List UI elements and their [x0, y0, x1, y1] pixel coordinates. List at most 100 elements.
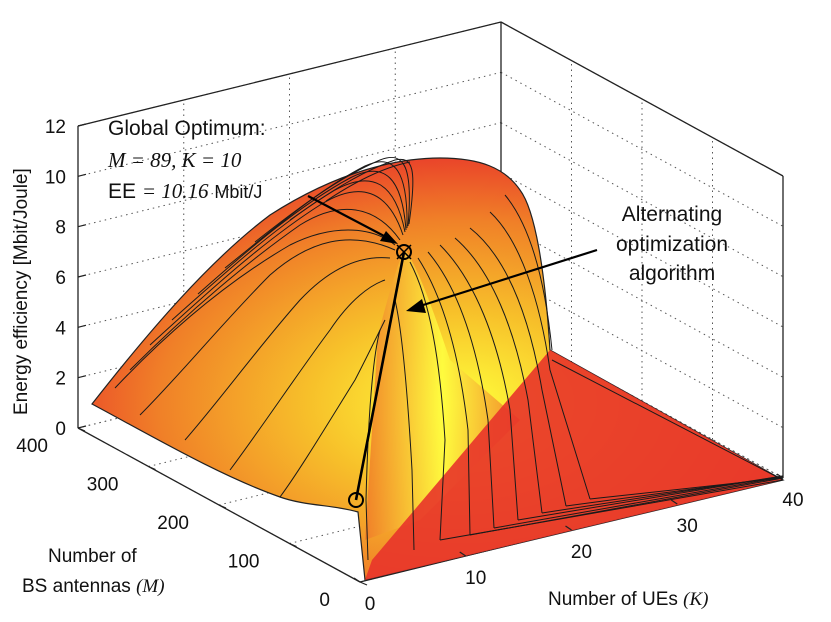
algorithm-label-line2: optimization [616, 233, 728, 256]
mesh-line [493, 476, 784, 529]
m-tick-label: 300 [87, 475, 119, 496]
y-axis-label-prefix: BS antennas [22, 576, 136, 597]
optimum-ee-value: = 10.16 [142, 179, 209, 203]
mesh-line [325, 161, 411, 202]
m-tick-label: 0 [319, 590, 330, 611]
m-tick-mark [77, 427, 86, 432]
mesh-line [224, 161, 408, 269]
grid-line-z-right [500, 122, 784, 278]
mesh-line [469, 227, 567, 507]
algorithm-label-line3: algorithm [629, 262, 715, 285]
mesh-line [409, 261, 446, 541]
mesh-line [469, 477, 784, 536]
mesh-line [114, 229, 396, 389]
m-tick-mark [289, 542, 297, 548]
grid-line-z-back [77, 222, 502, 328]
mesh-line [129, 208, 401, 371]
algorithm-start-marker [348, 492, 364, 508]
z-tick-label: 8 [55, 218, 66, 239]
grid-line-z-back [77, 172, 502, 278]
z-axis-label: Energy efficiency [Mbit/Joule] [11, 168, 32, 415]
z-tick-mark [77, 425, 87, 429]
k-tick-label: 0 [365, 594, 376, 615]
mesh-line [504, 194, 553, 351]
m-tick-mark [359, 581, 368, 586]
algorithm-path [348, 244, 412, 508]
m-tick-label: 200 [157, 513, 189, 534]
grid-line-z-back [77, 71, 502, 177]
optimum-arrow-line [307, 195, 389, 239]
k-tick-label: 40 [782, 490, 803, 511]
m-tick-label: 400 [16, 436, 48, 457]
z-tick-label: 4 [55, 318, 66, 339]
mesh-line [439, 244, 519, 521]
z-tick-label: 6 [55, 268, 66, 289]
mesh-line [551, 359, 784, 481]
mesh-line [589, 477, 784, 500]
grid-line-z-right [500, 172, 784, 328]
optimum-title: Global Optimum: [108, 117, 266, 140]
mesh-line [279, 319, 386, 498]
z-tick-mark [77, 173, 87, 177]
mesh-line [149, 191, 404, 346]
surface-ridge [365, 250, 520, 540]
k-tick-mark [459, 551, 467, 557]
optimum-params: M = 89, K = 10 [107, 148, 242, 172]
global-optimum-marker [396, 244, 412, 260]
global-optimum-marker-x2 [396, 244, 412, 260]
k-tick-mark [670, 499, 678, 505]
y-axis-ticks: 0 100 200 300 400 [16, 427, 368, 611]
mesh-line [427, 251, 495, 529]
x-axis-label-prefix: Number of UEs [548, 589, 683, 610]
k-tick-label: 30 [677, 516, 698, 537]
grid-line-z-right [500, 222, 784, 378]
z-tick-mark [77, 123, 87, 127]
optimum-arrow-head [380, 231, 398, 244]
optimum-ee: EE = 10.16 Mbit/J [108, 179, 262, 203]
grid-line-z-back [77, 122, 502, 228]
mesh-line [394, 299, 415, 551]
mesh-line [197, 170, 407, 295]
m-tick-mark [148, 465, 156, 471]
m-tick-mark [218, 504, 227, 509]
z-tick-mark [77, 224, 87, 228]
y-axis-label-line2: BS antennas (M) [22, 576, 165, 597]
k-tick-mark [565, 525, 572, 531]
mesh-line [229, 279, 386, 471]
mesh-line [139, 239, 396, 416]
mesh-line [184, 257, 391, 441]
z-tick-mark [77, 274, 87, 278]
mesh-line [489, 211, 591, 500]
x-axis-label: Number of UEs (K) [548, 589, 708, 610]
grid-line-z-right [500, 71, 784, 227]
k-tick-label: 10 [465, 568, 486, 589]
mesh-line [289, 158, 414, 225]
box-edge-top-right [500, 21, 784, 177]
annotation-arrows [307, 195, 598, 313]
algorithm-label-line1: Alternating [622, 203, 722, 226]
optimum-ee-prefix: EE [108, 180, 136, 203]
m-tick-label: 100 [228, 552, 260, 573]
y-axis-label-line1: Number of [48, 546, 137, 567]
surface-mesh [114, 156, 784, 561]
z-axis-ticks: 0 2 4 6 8 10 12 [45, 117, 87, 440]
optimum-ee-unit: Mbit/J [214, 182, 262, 202]
k-tick-mark [353, 577, 361, 583]
z-tick-label: 12 [45, 117, 66, 138]
box-edge-top-back [77, 21, 502, 127]
k-tick-label: 20 [571, 542, 592, 563]
algorithm-arrow-line [419, 248, 598, 308]
x-axis-ticks: 0 10 20 30 40 [353, 473, 804, 615]
z-tick-label: 0 [55, 419, 66, 440]
y-axis-label-var: (M) [136, 576, 164, 597]
mesh-line [365, 329, 381, 561]
k-tick-mark [776, 473, 784, 479]
mesh-line [454, 237, 543, 514]
z-tick-mark [77, 324, 87, 328]
algorithm-path-line [354, 251, 406, 501]
algorithm-arrow-head [406, 299, 426, 313]
mesh-line [417, 257, 471, 536]
z-tick-label: 2 [55, 369, 66, 390]
